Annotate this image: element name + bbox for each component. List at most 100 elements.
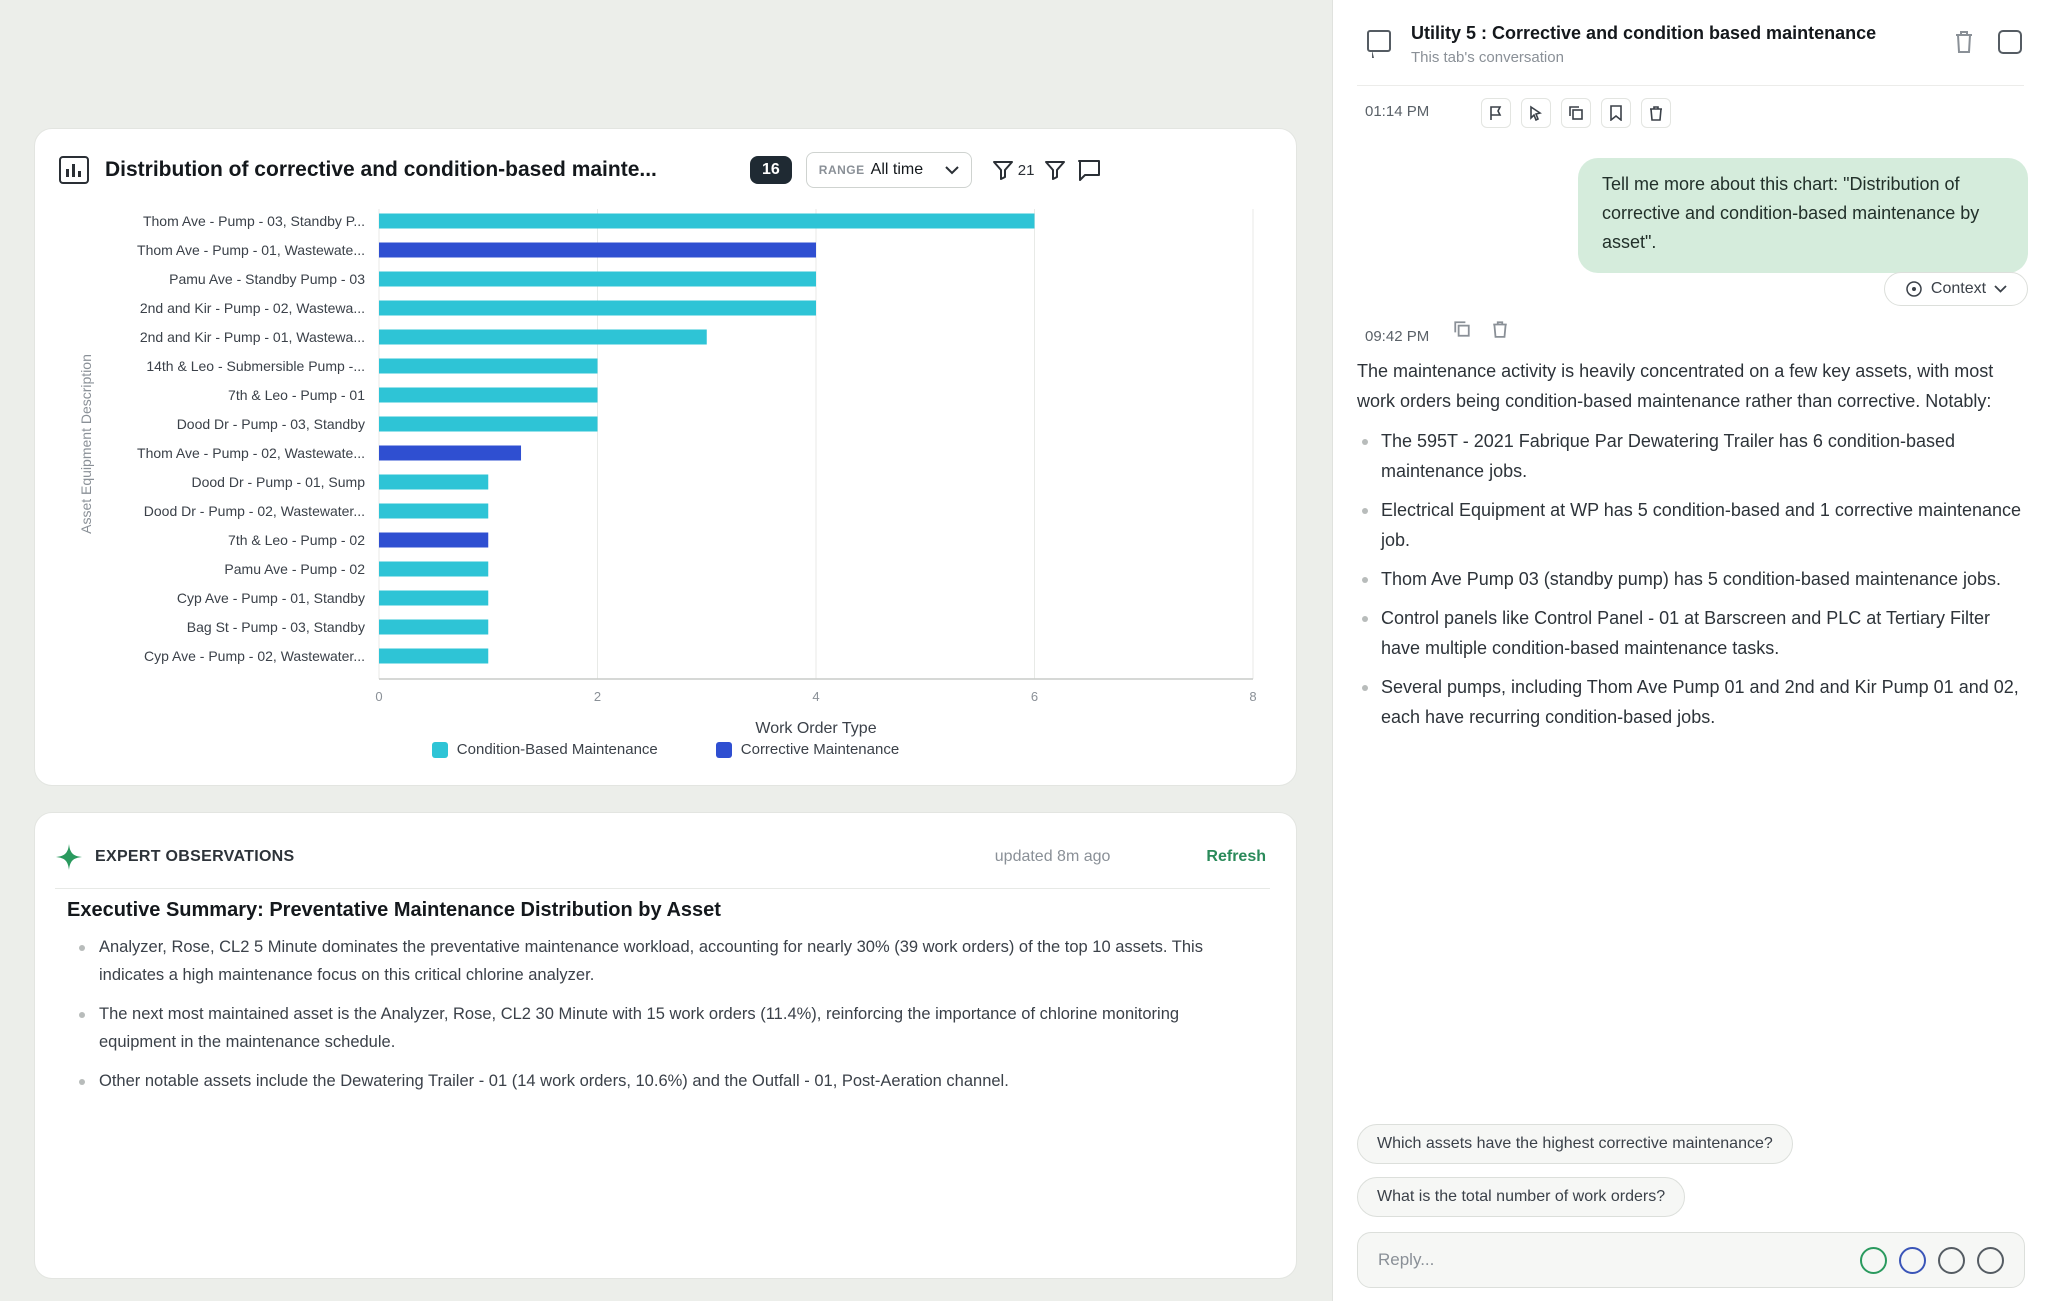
comment-icon (1078, 160, 1101, 181)
legend-label-corrective: Corrective Maintenance (740, 741, 900, 758)
chat-subtitle: This tab's conversation (1411, 49, 1564, 66)
y-tick-label: Dood Dr - Pump - 03, Standby (177, 416, 365, 432)
status-ring-green[interactable] (1860, 1246, 1887, 1274)
y-tick-label: Thom Ave - Pump - 02, Wastewate... (137, 445, 365, 461)
y-tick-label: Dood Dr - Pump - 02, Wastewater... (144, 503, 365, 519)
reply-box (1357, 1232, 2025, 1288)
comment-button[interactable] (1076, 158, 1102, 182)
status-ring-blue[interactable] (1899, 1246, 1926, 1274)
list-item: Control panels like Control Panel - 01 a… (1357, 603, 2029, 663)
chevron-down-icon (945, 165, 959, 174)
filter-button[interactable] (1044, 159, 1066, 181)
x-tick-label: 0 (375, 689, 382, 704)
bookmark-button[interactable] (1601, 98, 1631, 128)
trash-icon (1650, 106, 1662, 121)
x-tick-label: 6 (1031, 689, 1038, 704)
flag-icon (1490, 106, 1502, 120)
ai-message: The maintenance activity is heavily conc… (1357, 356, 2029, 741)
select-checkbox[interactable] (1998, 30, 2022, 54)
flag-button[interactable] (1481, 98, 1511, 128)
bar-chart-icon (59, 156, 89, 184)
chat-panel: Utility 5 : Corrective and condition bas… (1332, 0, 2048, 1301)
y-tick-label: Cyp Ave - Pump - 02, Wastewater... (144, 648, 365, 664)
bar (379, 474, 489, 490)
bar (379, 271, 816, 287)
message-toolbar (1481, 98, 1671, 128)
legend-item-condition[interactable]: Condition-Based Maintenance (431, 741, 658, 758)
list-item: Several pumps, including Thom Ave Pump 0… (1357, 672, 2029, 732)
pointer-button[interactable] (1521, 98, 1551, 128)
ai-message-toolbar (1453, 320, 1509, 338)
filter-icon (992, 161, 1013, 180)
legend-item-corrective[interactable]: Corrective Maintenance (715, 741, 900, 758)
bar (379, 619, 489, 635)
bar (379, 561, 489, 577)
user-message: Tell me more about this chart: "Distribu… (1578, 158, 2028, 273)
list-item: The next most maintained asset is the An… (75, 1000, 1255, 1056)
list-item: Analyzer, Rose, CL2 5 Minute dominates t… (75, 933, 1255, 989)
list-item: Thom Ave Pump 03 (standby pump) has 5 co… (1357, 564, 2029, 594)
legend-swatch-condition (431, 741, 448, 758)
bar (379, 416, 598, 432)
range-select[interactable]: RANGE All time (805, 152, 972, 188)
filter-icon (1045, 161, 1066, 180)
bar (379, 329, 707, 345)
y-tick-label: Dood Dr - Pump - 01, Sump (191, 474, 365, 490)
user-message-time: 01:14 PM (1365, 103, 1430, 120)
list-item: Electrical Equipment at WP has 5 conditi… (1357, 495, 2029, 555)
refresh-button[interactable]: Refresh (1206, 847, 1266, 865)
bar (379, 242, 816, 258)
status-ring[interactable] (1977, 1246, 2004, 1274)
copy-button[interactable] (1561, 98, 1591, 128)
count-badge: 16 (750, 156, 792, 184)
observations-card: EXPERT OBSERVATIONS updated 8m ago Refre… (34, 812, 1297, 1279)
bookmark-icon (1610, 105, 1622, 121)
y-tick-label: 7th & Leo - Pump - 01 (228, 387, 365, 403)
y-tick-label: Cyp Ave - Pump - 01, Standby (177, 590, 365, 606)
legend-swatch-corrective (715, 741, 732, 758)
filter-count-button[interactable]: 21 (992, 159, 1035, 181)
ai-intro: The maintenance activity is heavily conc… (1357, 361, 1994, 411)
y-tick-label: Bag St - Pump - 03, Standby (187, 619, 365, 635)
x-tick-label: 8 (1249, 689, 1256, 704)
y-tick-label: Thom Ave - Pump - 01, Wastewate... (137, 242, 365, 258)
bar (379, 532, 489, 548)
list-item: Other notable assets include the Dewater… (75, 1067, 1255, 1095)
chat-header: Utility 5 : Corrective and condition bas… (1357, 20, 2024, 86)
delete-button[interactable] (1641, 98, 1671, 128)
y-tick-label: Pamu Ave - Pump - 02 (224, 561, 365, 577)
range-value: All time (870, 161, 924, 178)
bar (379, 213, 1035, 229)
y-tick-label: 2nd and Kir - Pump - 02, Wastewa... (140, 300, 365, 316)
x-tick-label: 2 (594, 689, 601, 704)
trash-icon[interactable] (1954, 30, 1974, 54)
observations-title: EXPERT OBSERVATIONS (95, 847, 295, 865)
bar (379, 648, 489, 664)
chevron-down-icon (1994, 284, 2007, 293)
ai-message-time: 09:42 PM (1365, 328, 1430, 345)
list-item: The 595T - 2021 Fabrique Par Dewatering … (1357, 426, 2029, 486)
copy-icon[interactable] (1453, 320, 1471, 338)
observations-list: Analyzer, Rose, CL2 5 Minute dominates t… (75, 933, 1255, 1106)
chart-card: Distribution of corrective and condition… (34, 128, 1297, 786)
x-axis-title: Work Order Type (755, 720, 876, 737)
trash-icon[interactable] (1491, 320, 1509, 338)
y-tick-label: 2nd and Kir - Pump - 01, Wastewa... (140, 329, 365, 345)
x-tick-label: 4 (812, 689, 819, 704)
chat-bubble-icon (1367, 30, 1391, 58)
chart-title: Distribution of corrective and condition… (105, 158, 657, 181)
bar (379, 387, 598, 403)
suggestion-chip[interactable]: Which assets have the highest corrective… (1357, 1124, 1793, 1164)
reply-input[interactable] (1378, 1250, 1848, 1270)
suggestion-chip[interactable]: What is the total number of work orders? (1357, 1177, 1686, 1217)
status-ring[interactable] (1938, 1246, 1965, 1274)
filter-count: 21 (1017, 161, 1035, 179)
summary-title: Executive Summary: Preventative Maintena… (67, 899, 721, 921)
observations-updated: updated 8m ago (994, 847, 1111, 865)
chart-legend: Condition-Based Maintenance Corrective M… (35, 741, 1296, 758)
pointer-icon (1530, 105, 1542, 121)
context-button[interactable]: Context (1884, 272, 2028, 306)
y-axis-title: Asset Equipment Description (78, 354, 94, 534)
target-icon (1906, 281, 1922, 297)
bar (379, 358, 598, 374)
